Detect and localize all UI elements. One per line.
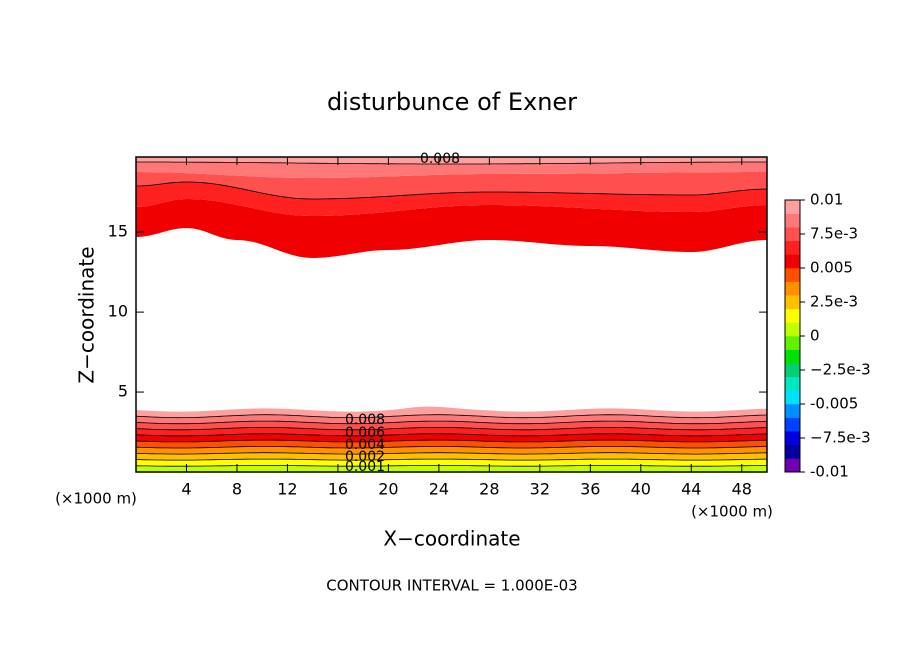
contour-fill [136, 182, 767, 216]
contour-line [135, 433, 768, 437]
contour-line [135, 452, 768, 455]
x-unit-label: (×1000 m) [691, 503, 773, 521]
contour-fill [136, 459, 767, 467]
x-tick-label: 20 [378, 480, 398, 499]
contour-fill [136, 465, 767, 472]
y-tick-label: 10 [108, 302, 128, 321]
colorbar-swatch [785, 404, 800, 418]
x-tick-label: 24 [429, 480, 449, 499]
contour-line [135, 181, 768, 200]
chart-title: disturbunce of Exner [327, 88, 577, 116]
colorbar-swatch [785, 349, 800, 364]
x-axis-label: X−coordinate [383, 527, 520, 551]
contour-fill [136, 157, 767, 164]
footer: CONTOUR INTERVAL = 1.000E-03 [326, 577, 577, 595]
colorbar-swatch [785, 376, 800, 391]
contour-fill [136, 162, 767, 178]
x-tick-label: 44 [681, 480, 701, 499]
contour-line [135, 446, 768, 449]
contour-label: 0.001 [345, 459, 385, 475]
colorbar-tick-label: -0.01 [810, 463, 849, 481]
colorbar-swatch [785, 240, 800, 255]
contour-fill [136, 199, 767, 258]
colorbar-swatch [785, 254, 800, 269]
x-tick-label: 32 [530, 480, 550, 499]
x-tick-label: 16 [328, 480, 348, 499]
contour-fill [136, 427, 767, 436]
colorbar-tick-label: 2.5e-3 [810, 293, 858, 311]
contour-fill [136, 446, 767, 455]
colorbar-tick-label: −7.5e-3 [810, 429, 871, 447]
contour-label: 0.008 [420, 151, 460, 167]
colorbar-tick-label: 0 [810, 327, 820, 345]
contour-line [135, 414, 768, 419]
colorbar-swatch [785, 322, 800, 337]
colorbar-swatch [785, 227, 800, 242]
contour-line [135, 458, 768, 461]
colorbar-swatch [785, 431, 800, 446]
x-tick-label: 48 [732, 480, 752, 499]
x-tick-label: 12 [277, 480, 297, 499]
colorbar-swatch [785, 363, 800, 378]
contour-label: 0.002 [345, 449, 385, 465]
colorbar-swatch [785, 336, 800, 350]
x-tick-label: 4 [181, 480, 191, 499]
contour-line [135, 420, 768, 425]
colorbar-swatch [785, 295, 800, 310]
contour-label: 0.008 [345, 412, 385, 428]
colorbar-swatch [785, 200, 800, 214]
contour-line [135, 427, 768, 431]
contour-fill [136, 406, 767, 418]
x-tick-label: 28 [479, 480, 499, 499]
x-tick-label: 40 [631, 480, 651, 499]
contour-line [135, 439, 768, 443]
contour-line [135, 465, 767, 467]
y-tick-label: 15 [108, 222, 128, 241]
colorbar-swatch [785, 444, 800, 459]
contour-line [136, 161, 767, 165]
contour-fill [136, 452, 767, 461]
colorbar-swatch [785, 390, 800, 405]
y-axis-label: Z−coordinate [75, 246, 99, 383]
contour-fill [136, 172, 767, 199]
colorbar-tick-label: 7.5e-3 [810, 225, 858, 243]
colorbar-swatch [785, 417, 800, 432]
x-tick-label: 8 [232, 480, 242, 499]
contour-label: 0.006 [345, 425, 385, 441]
colorbar-swatch [785, 268, 800, 282]
contour-label: 0.004 [345, 437, 385, 453]
plot-frame [135, 156, 768, 473]
colorbar-tick-label: 0.005 [810, 259, 853, 277]
colorbar-swatch [785, 308, 800, 323]
colorbar-swatch [785, 213, 800, 228]
x-unit-label: (×1000 m) [55, 490, 137, 508]
colorbar-tick-label: -0.005 [810, 395, 858, 413]
colorbar-tick-label: −2.5e-3 [810, 361, 871, 379]
colorbar-swatch [785, 458, 800, 473]
y-tick-label: 5 [118, 382, 128, 401]
x-tick-label: 36 [580, 480, 600, 499]
colorbar-tick-label: 0.01 [810, 191, 843, 209]
colorbar-swatch [785, 281, 800, 296]
